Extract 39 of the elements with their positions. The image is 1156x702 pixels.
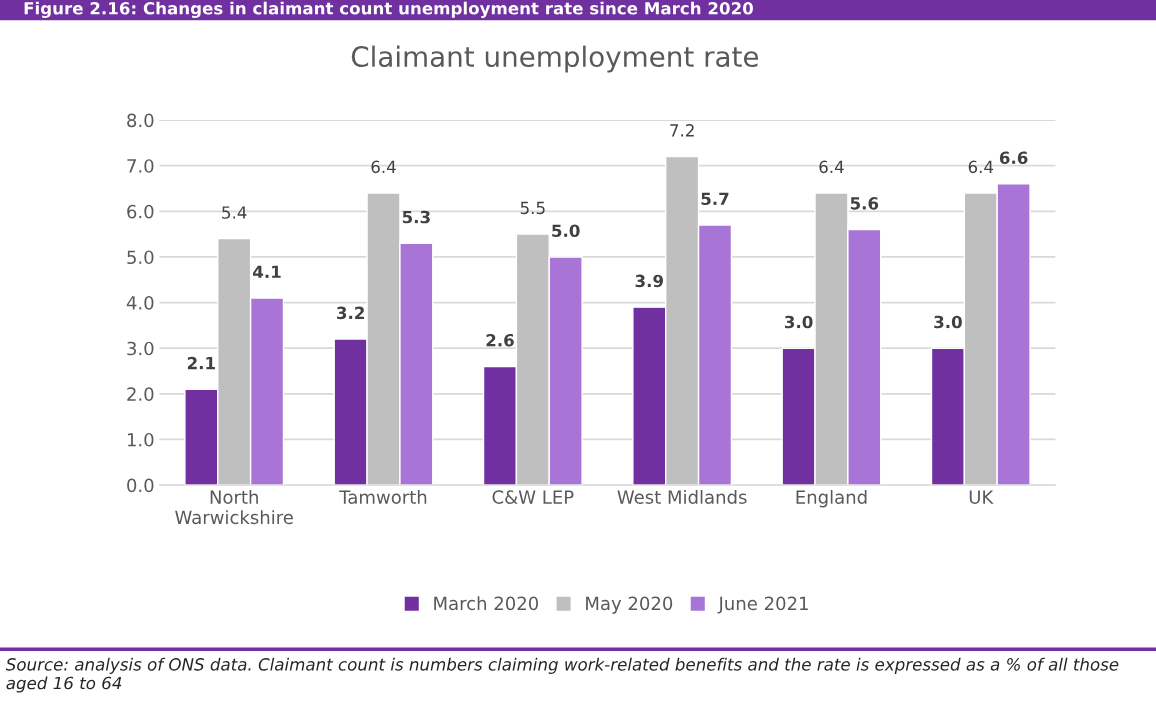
data-label: 6.4 — [819, 160, 844, 174]
x-tick-label: UK — [969, 490, 994, 504]
y-tick-label: 3.0 — [127, 341, 154, 356]
data-label: 6.4 — [371, 160, 396, 174]
data-label: 6.6 — [999, 151, 1028, 165]
x-tick-label: Tamworth — [339, 489, 427, 504]
y-tick-label: 1.0 — [127, 432, 154, 447]
x-tick-label: West Midlands — [617, 489, 747, 504]
legend-label: March 2020 — [434, 596, 539, 611]
y-tick-label: 8.0 — [127, 113, 154, 128]
x-tick-label: C&W LEP — [492, 490, 574, 504]
data-label: 3.0 — [784, 315, 813, 329]
source-note: Source: analysis of ONS data. Claimant count is numbers claiming work-related benefits and the rate is expressed as a % of all those aged 16 to 64 — [5, 657, 1119, 693]
legend-label: June 2021 — [717, 596, 808, 614]
data-label: 5.4 — [222, 206, 247, 219]
data-label: 5.0 — [552, 224, 580, 238]
x-tick-label: North Warwickshire — [175, 489, 293, 525]
data-label: 2.1 — [187, 356, 215, 370]
data-label: 5.5 — [520, 201, 545, 215]
data-label: 2.6 — [486, 333, 514, 347]
y-tick-label: 6.0 — [127, 204, 154, 219]
chart-title: Claimant unemployment rate — [351, 45, 759, 73]
y-tick-label: 4.0 — [126, 296, 154, 310]
caption: Figure 2.16: Changes in claimant count unemployment rate since March 2020 — [24, 1, 753, 18]
data-label: 5.7 — [701, 192, 729, 206]
y-tick-label: 7.0 — [127, 159, 154, 173]
data-label: 3.9 — [635, 274, 663, 288]
y-tick-label: 5.0 — [127, 250, 154, 265]
data-label: 6.4 — [968, 160, 994, 174]
y-tick-label: 2.0 — [127, 387, 154, 401]
data-label: 3.2 — [337, 306, 364, 320]
data-label: 3.0 — [934, 315, 962, 329]
data-label: 7.2 — [670, 124, 694, 137]
x-tick-label: England — [796, 489, 867, 508]
data-label: 5.3 — [402, 210, 430, 224]
data-label: 5.6 — [850, 197, 879, 210]
y-tick-label: 0.0 — [127, 478, 154, 493]
data-label: 4.1 — [253, 265, 281, 278]
legend-label: May 2020 — [586, 596, 673, 614]
